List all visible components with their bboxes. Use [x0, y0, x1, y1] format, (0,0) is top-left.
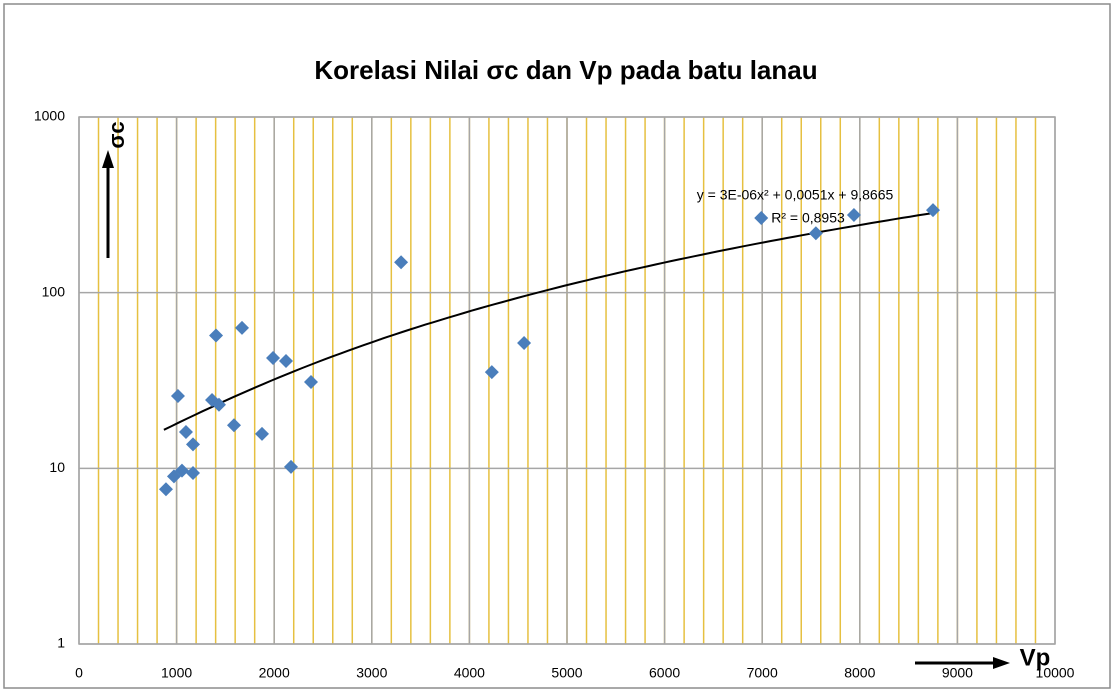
- y-tick-label: 1: [57, 635, 65, 651]
- point: [517, 335, 532, 350]
- x-tick-label: 10000: [1036, 665, 1075, 681]
- point: [926, 203, 940, 218]
- x-tick-label: 1000: [161, 665, 192, 681]
- point: [178, 425, 193, 440]
- point: [846, 207, 861, 222]
- point: [808, 226, 823, 241]
- x-tick-label: 5000: [551, 665, 582, 681]
- x-tick-label: 8000: [844, 665, 875, 681]
- trendline-r2: R² = 0,8953: [771, 210, 845, 226]
- plot-border: [78, 116, 1056, 645]
- y-tick-label: 1000: [34, 108, 65, 124]
- point: [226, 418, 241, 433]
- y-axis-label: σc: [104, 121, 129, 148]
- trendline: [163, 212, 934, 431]
- x-tick-label: 9000: [942, 665, 973, 681]
- x-tick-label: 4000: [454, 665, 485, 681]
- point: [484, 365, 499, 380]
- point: [185, 466, 200, 481]
- point: [394, 255, 409, 270]
- x-tick-label: 2000: [259, 665, 290, 681]
- point: [303, 375, 318, 390]
- point: [185, 437, 200, 452]
- point: [283, 459, 298, 474]
- x-tick-label: 3000: [356, 665, 387, 681]
- x-axis-label: Vp: [1020, 644, 1051, 671]
- point: [754, 211, 769, 226]
- y-tick-label: 10: [49, 459, 65, 475]
- point: [174, 463, 189, 478]
- trendline-equation: y = 3E-06x² + 0,0051x + 9,8665: [697, 187, 894, 203]
- y-arrow-head: [102, 150, 114, 168]
- point: [209, 328, 224, 343]
- point: [158, 482, 173, 497]
- point: [211, 397, 226, 412]
- point: [255, 426, 269, 441]
- point: [170, 389, 185, 404]
- y-tick-label: 100: [42, 283, 66, 299]
- chart-border: [3, 3, 1111, 689]
- x-tick-label: 6000: [649, 665, 680, 681]
- x-tick-label: 0: [75, 665, 83, 681]
- chart-title: Korelasi Nilai σc dan Vp pada batu lanau: [314, 55, 817, 85]
- point: [279, 354, 294, 369]
- point: [234, 320, 249, 335]
- point: [266, 350, 281, 365]
- x-arrow-head: [993, 657, 1010, 669]
- plot-area: 0 1000 2000 3000 4000 5000 6000 7000 8000 9000 100…: [34, 108, 1075, 681]
- x-tick-label: 7000: [747, 665, 778, 681]
